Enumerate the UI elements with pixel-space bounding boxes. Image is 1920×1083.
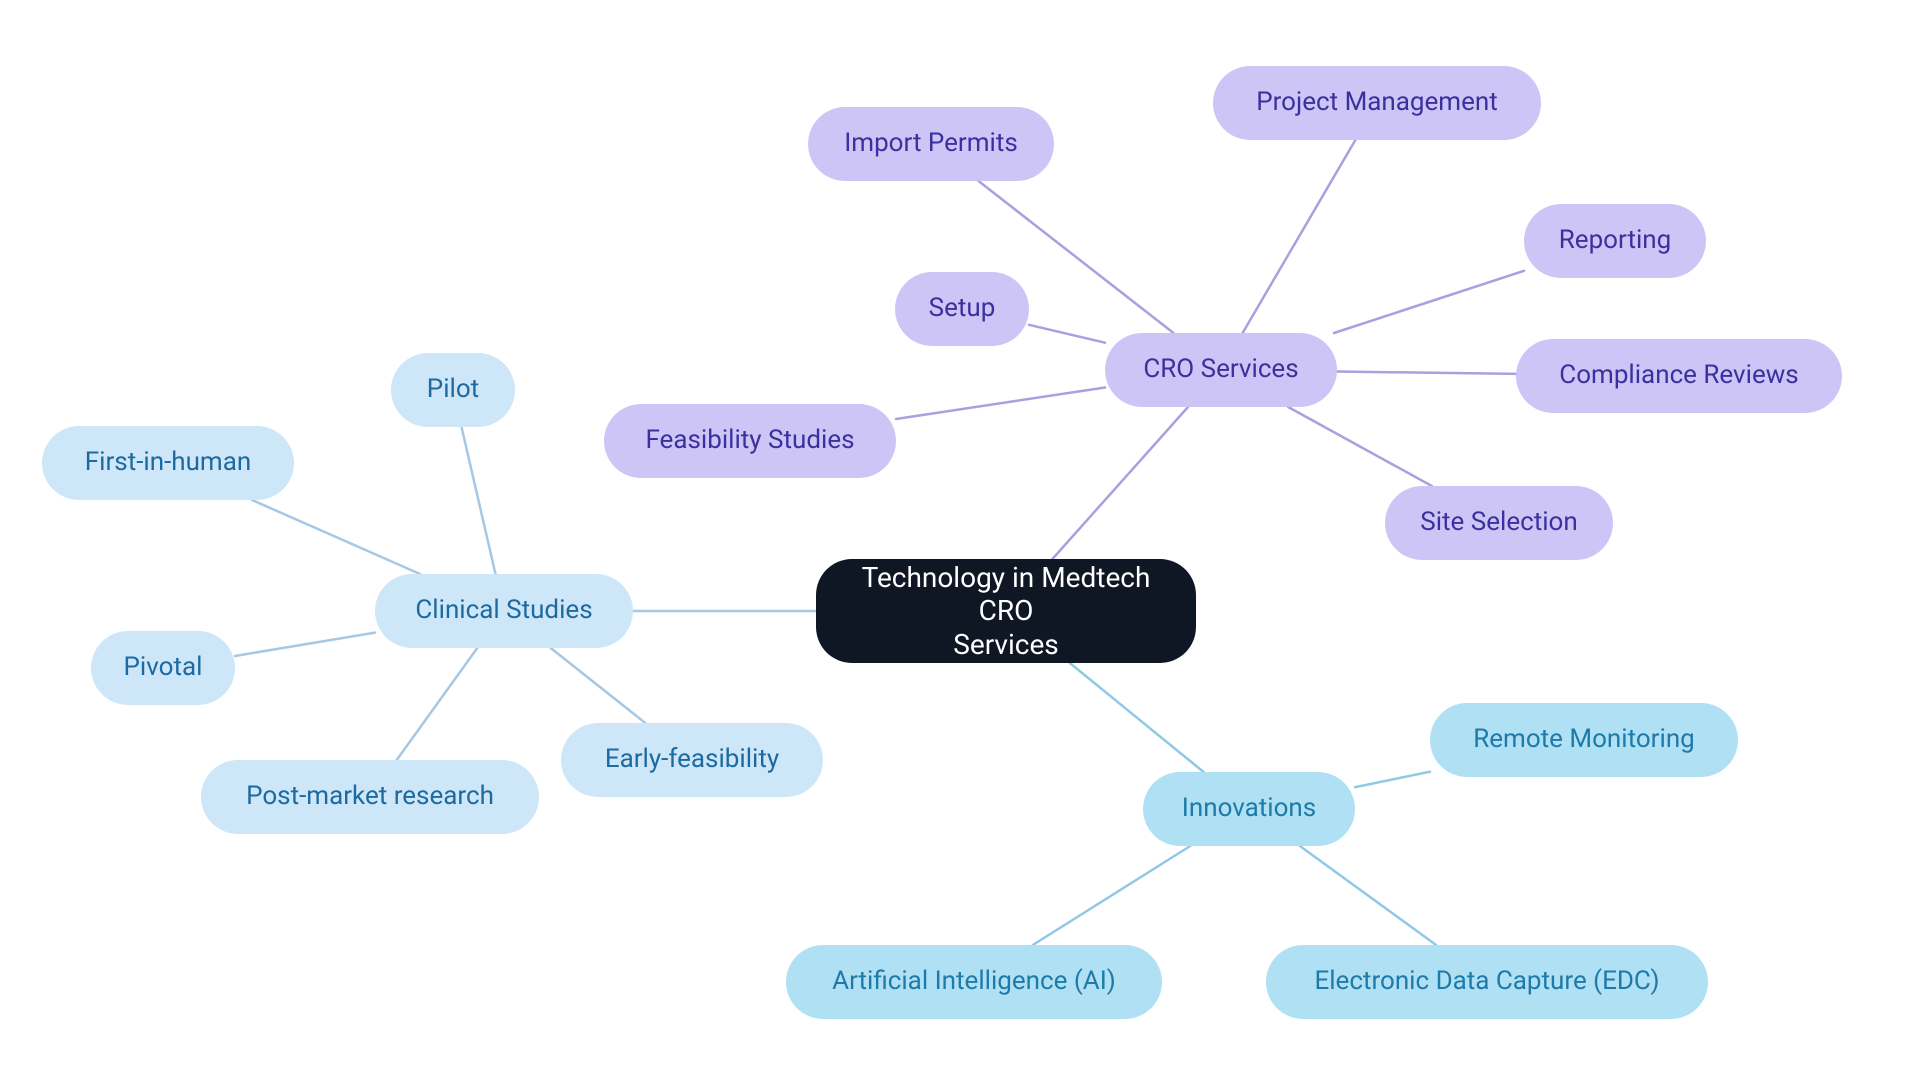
edge xyxy=(551,648,646,723)
node-cro: CRO Services xyxy=(1105,333,1337,407)
edge xyxy=(1337,372,1516,374)
node-root: Technology in Medtech CRO Services xyxy=(816,559,1196,663)
mindmap-canvas: Technology in Medtech CRO Services CRO Se… xyxy=(0,0,1920,1083)
edge xyxy=(235,633,375,656)
node-innov_ai: Artificial Intelligence (AI) xyxy=(786,945,1162,1019)
node-innov_remote: Remote Monitoring xyxy=(1430,703,1738,777)
edge xyxy=(1300,846,1436,945)
node-innov_edc: Electronic Data Capture (EDC) xyxy=(1266,945,1708,1019)
node-cro_import: Import Permits xyxy=(808,107,1054,181)
node-innov: Innovations xyxy=(1143,772,1355,846)
edge xyxy=(1243,140,1356,333)
node-clin_fih: First-in-human xyxy=(42,426,294,500)
edge xyxy=(1288,407,1432,486)
node-cro_feasibility: Feasibility Studies xyxy=(604,404,896,478)
node-clin_early: Early-feasibility xyxy=(561,723,823,797)
edge xyxy=(397,648,478,760)
edge xyxy=(252,500,420,574)
node-clinical: Clinical Studies xyxy=(375,574,633,648)
node-clin_pilot: Pilot xyxy=(391,353,515,427)
node-cro_compliance: Compliance Reviews xyxy=(1516,339,1842,413)
node-cro_pm: Project Management xyxy=(1213,66,1541,140)
edge xyxy=(1029,325,1105,343)
edge xyxy=(462,427,496,574)
node-clin_pivotal: Pivotal xyxy=(91,631,235,705)
node-cro_reporting: Reporting xyxy=(1524,204,1706,278)
edge xyxy=(1334,271,1524,333)
edge xyxy=(1033,846,1190,945)
node-cro_site: Site Selection xyxy=(1385,486,1613,560)
edge xyxy=(1070,663,1204,772)
node-clin_postmarket: Post-market research xyxy=(201,760,539,834)
edge xyxy=(1052,407,1188,559)
edge xyxy=(1355,772,1430,788)
node-cro_setup: Setup xyxy=(895,272,1029,346)
edge xyxy=(896,388,1105,420)
